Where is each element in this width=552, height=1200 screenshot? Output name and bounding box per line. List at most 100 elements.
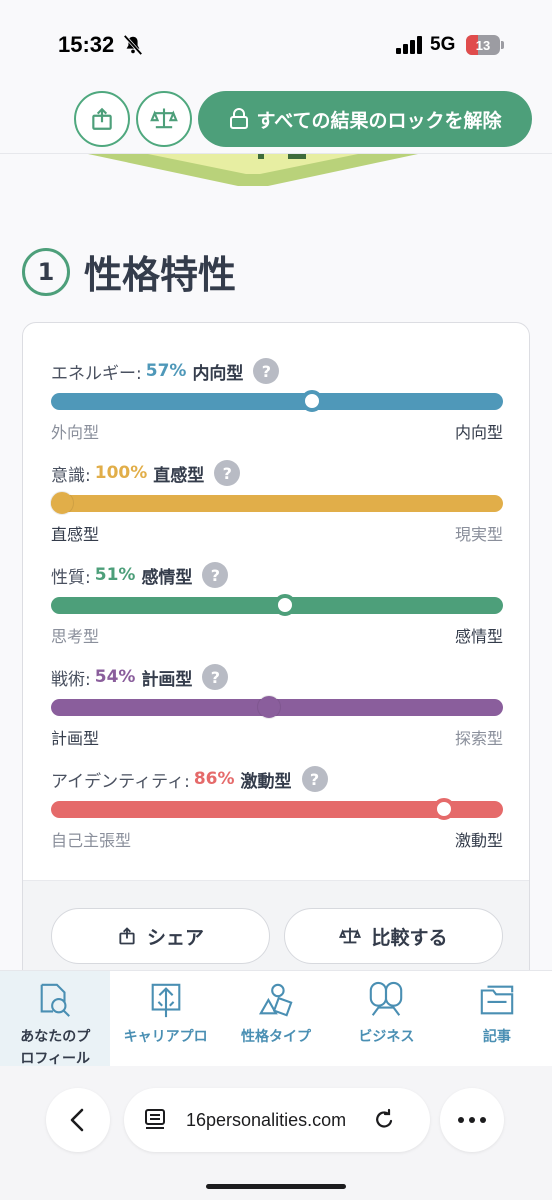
trait-left-label: 思考型 [51,627,100,646]
tab-label-line2: ロフィール [20,1051,91,1067]
trait-scale-labels: 外向型 内向型 [51,419,503,443]
trait-label: エネルギー: 57% 内向型? [51,357,280,385]
trait-left-label: 直感型 [51,525,100,544]
trait-bar [50,492,503,514]
trait-right-label: 激動型 [454,831,503,850]
tab-item[interactable]: 記事 [442,971,552,1066]
trait-percentage: 100% [94,463,148,483]
trait-name: エネルギー: [51,363,142,384]
trait-row: 戦術: 54% 計画型? 計画型 探索型 [51,663,503,753]
trait-right-label: 感情型 [454,627,503,646]
trait-label: アイデンティティ: 86% 激動型? [51,765,328,793]
trait-bar [51,696,503,718]
trait-scale-labels: 自己主張型 激動型 [51,827,503,851]
trait-row: エネルギー: 57% 内向型? 外向型 内向型 [51,357,503,447]
tab-label: 性格タイプ [241,1029,312,1045]
unlock-label: すべての結果のロックを解除 [256,109,502,132]
home-indicator [206,1184,346,1189]
trait-type: 激動型 [240,771,292,792]
battery-icon: 13 [466,35,500,55]
trait-row: アイデンティティ: 86% 激動型? 自己主張型 激動型 [51,765,503,855]
browser-toolbar: 16personalities.com [0,1066,552,1200]
cellular-signal-icon [396,36,422,54]
trait-type: 計画型 [141,669,193,690]
tab-item[interactable]: ビジネス [331,971,441,1066]
back-button[interactable] [46,1088,110,1152]
trait-right-label: 内向型 [454,423,503,442]
trait-percentage: 57% [145,361,187,381]
share-header-button[interactable] [74,91,130,147]
trait-name: アイデンティティ: [51,771,190,792]
ellipsis-icon [458,1117,486,1123]
network-type: 5G [430,34,456,55]
status-time: 15:32 [58,32,115,57]
reload-icon[interactable] [372,1108,396,1132]
tab-item[interactable]: 性格タイプ [221,971,331,1066]
personality-traits-card: エネルギー: 57% 内向型? 外向型 内向型 意識: 100% 直感型? 直感型 現実型 性質: 5… [22,322,530,1002]
trait-marker [258,696,281,718]
help-icon[interactable]: ? [253,358,280,384]
trait-right-label: 現実型 [454,525,503,544]
business-icon [367,981,405,1025]
help-icon[interactable]: ? [214,460,241,486]
trait-type: 直感型 [153,465,205,486]
trait-row: 意識: 100% 直感型? 直感型 現実型 [50,459,503,549]
trait-name: 戦術: [51,669,91,690]
trait-percentage: 51% [94,565,136,585]
compare-label: 比較する [371,926,448,949]
bell-muted-icon [123,34,143,56]
trait-marker [50,492,73,514]
tab-item[interactable]: あなたのプロフィール [0,971,111,1067]
lock-icon [229,108,248,129]
trait-marker [300,390,323,412]
trait-marker [432,798,455,820]
battery-tip [501,41,504,49]
trait-scale-labels: 計画型 探索型 [51,725,503,749]
trait-label: 意識: 100% 直感型? [51,459,241,487]
scale-icon [339,927,362,944]
bottom-tab-navigation: あなたのプ ロフィール キャリアプロ 性格タイプ ビジネス 記事 [0,970,552,1067]
tab-label: キャリアプロ [123,1029,208,1045]
tab-label: あなたのプ [20,1029,91,1045]
address-bar[interactable]: 16personalities.com [124,1088,430,1152]
trait-marker [273,594,296,616]
unlock-all-results-button[interactable]: すべての結果のロックを解除 [198,91,532,147]
banner-illustration [88,154,418,186]
help-icon[interactable]: ? [202,562,229,588]
trait-type: 内向型 [192,363,244,384]
help-icon[interactable]: ? [301,766,328,792]
more-options-button[interactable] [440,1088,504,1152]
trait-percentage: 86% [193,769,235,789]
url-text: 16personalities.com [186,1109,347,1130]
trait-scale-labels: 直感型 現実型 [51,521,503,545]
trait-left-label: 計画型 [51,729,100,748]
career-icon [147,981,185,1025]
folder-icon [478,981,516,1025]
tab-label: 記事 [482,1029,511,1045]
trait-percentage: 54% [94,667,136,687]
trait-label: 戦術: 54% 計画型? [51,663,229,691]
trait-bar [51,594,503,616]
header-divider [0,153,552,154]
trait-row: 性質: 51% 感情型? 思考型 感情型 [51,561,503,651]
profile-search-icon [36,981,74,1025]
share-icon [119,927,135,945]
chevron-left-icon [70,1108,84,1132]
trait-name: 性質: [51,567,91,588]
trait-right-label: 探索型 [454,729,503,748]
help-icon[interactable]: ? [202,664,229,690]
compare-header-button[interactable] [136,91,192,147]
trait-label: 性質: 51% 感情型? [51,561,229,589]
reader-icon[interactable] [144,1108,166,1132]
trait-left-label: 自己主張型 [51,831,132,850]
status-bar: 15:32 5G 13 [0,0,552,90]
compare-button[interactable]: 比較する [284,908,503,964]
battery-level: 13 [475,37,491,53]
share-button[interactable]: シェア [51,908,270,964]
tab-item[interactable]: キャリアプロ [110,971,220,1066]
scale-icon [150,108,178,129]
trait-name: 意識: [51,465,91,486]
trait-type: 感情型 [141,567,193,588]
trait-bar [51,798,503,820]
trait-scale-labels: 思考型 感情型 [51,623,503,647]
